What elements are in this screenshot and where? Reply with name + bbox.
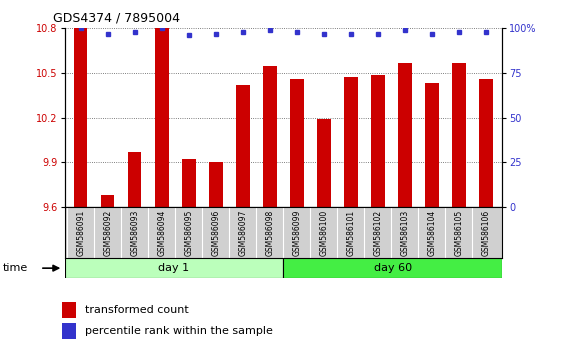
Text: GSM586100: GSM586100 (319, 210, 328, 256)
Bar (479, 79, 493, 207)
Text: GSM586093: GSM586093 (130, 210, 139, 256)
Text: GDS4374 / 7895004: GDS4374 / 7895004 (53, 12, 180, 25)
Bar (452, 63, 466, 207)
Bar (65, 258, 283, 278)
Bar (290, 79, 304, 207)
Bar (128, 152, 141, 207)
Bar (182, 159, 196, 207)
Text: percentile rank within the sample: percentile rank within the sample (85, 326, 273, 336)
Text: day 60: day 60 (374, 263, 412, 273)
Text: time: time (3, 263, 28, 273)
Text: GSM586104: GSM586104 (427, 210, 436, 256)
Text: GSM586092: GSM586092 (103, 210, 112, 256)
Bar (209, 162, 223, 207)
Bar (344, 78, 357, 207)
Bar (263, 65, 277, 207)
Text: GSM586106: GSM586106 (481, 210, 490, 256)
Bar (74, 28, 88, 207)
Bar (62, 302, 76, 318)
Text: transformed count: transformed count (85, 305, 189, 315)
Text: GSM586101: GSM586101 (346, 210, 355, 256)
Text: GSM586105: GSM586105 (454, 210, 463, 256)
Text: GSM586091: GSM586091 (76, 210, 85, 256)
Text: day 1: day 1 (158, 263, 190, 273)
Bar (371, 74, 385, 207)
Text: GSM586094: GSM586094 (157, 210, 166, 256)
Bar (155, 28, 168, 207)
Text: GSM586103: GSM586103 (401, 210, 410, 256)
Text: GSM586096: GSM586096 (211, 210, 220, 256)
Bar (62, 323, 76, 339)
Bar (425, 84, 439, 207)
Bar (317, 119, 330, 207)
Bar (283, 258, 502, 278)
Bar (398, 63, 412, 207)
Text: GSM586102: GSM586102 (373, 210, 383, 256)
Text: GSM586099: GSM586099 (292, 210, 301, 256)
Text: GSM586095: GSM586095 (184, 210, 194, 256)
Text: GSM586098: GSM586098 (265, 210, 274, 256)
Bar (101, 195, 114, 207)
Text: GSM586097: GSM586097 (238, 210, 247, 256)
Bar (236, 85, 250, 207)
